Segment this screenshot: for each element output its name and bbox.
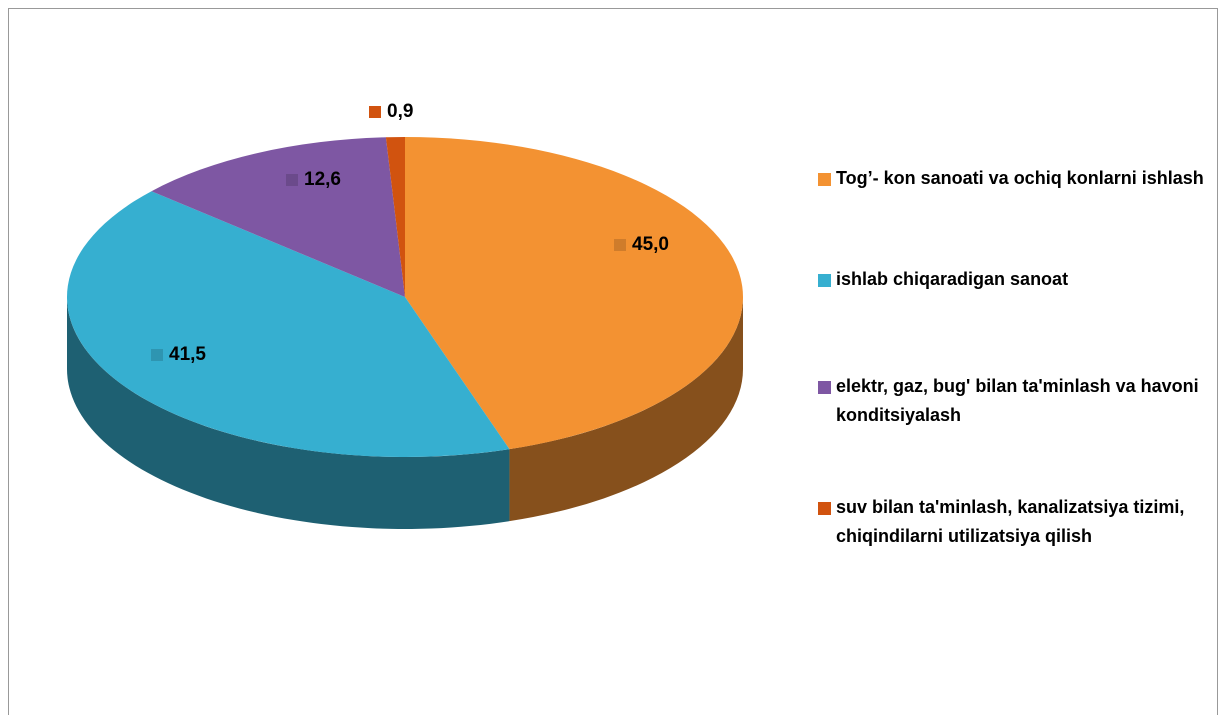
data-label: 45,0 — [632, 234, 669, 255]
legend-swatch — [818, 274, 831, 287]
data-label: 0,9 — [387, 101, 413, 122]
data-label: 41,5 — [169, 344, 206, 365]
legend-swatch — [818, 173, 831, 186]
legend-label: suv bilan ta'minlash, kanalizatsiya tizi… — [836, 497, 1185, 546]
data-label: 12,6 — [304, 169, 341, 190]
legend-label: Tog’- kon sanoati va ochiq konlarni ishl… — [836, 168, 1204, 188]
chart-frame — [8, 8, 1218, 715]
legend-label: elektr, gaz, bug' bilan ta'minlash va ha… — [836, 376, 1199, 425]
pie-slice — [385, 137, 405, 297]
label-marker — [369, 106, 381, 118]
pie-slice — [151, 137, 405, 297]
legend-swatch — [818, 381, 831, 394]
legend-label: ishlab chiqaradigan sanoat — [836, 269, 1069, 289]
legend-swatch — [818, 502, 831, 515]
label-marker — [151, 349, 163, 361]
pie-slice — [66, 191, 510, 457]
pie-slice — [405, 137, 743, 450]
label-marker — [614, 239, 626, 251]
pie-side — [509, 297, 743, 522]
pie-side — [67, 297, 510, 529]
label-marker — [286, 174, 298, 186]
